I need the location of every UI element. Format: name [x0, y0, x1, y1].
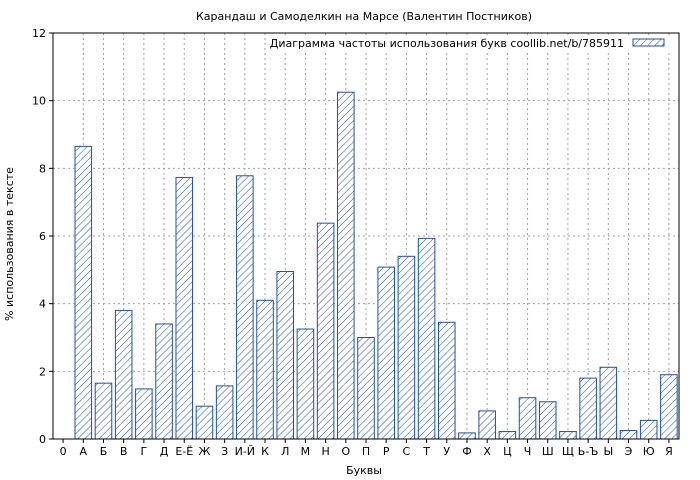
- bar: [215, 385, 234, 440]
- y-tick-label: 8: [39, 162, 46, 175]
- bar: [296, 328, 315, 440]
- grid: [53, 33, 679, 439]
- bars: [74, 91, 678, 440]
- bar: [639, 419, 658, 440]
- bar: [417, 237, 436, 440]
- bar: [437, 321, 456, 440]
- x-tick-label: Ж: [199, 445, 211, 458]
- bar: [538, 401, 557, 440]
- y-axis-ticks: 0 2 4 6 8 10 12: [32, 27, 53, 446]
- bar: [518, 397, 537, 440]
- x-tick-label: Ю: [643, 445, 655, 458]
- x-tick-label: М: [301, 445, 311, 458]
- bar: [559, 431, 577, 440]
- x-tick-label: Ы: [603, 445, 613, 458]
- x-tick-label: О: [341, 445, 350, 458]
- x-tick-label: Ф: [462, 445, 471, 458]
- legend-label: Диаграмма частоты использования букв coo…: [270, 37, 624, 50]
- bar: [357, 337, 375, 440]
- bar: [397, 255, 416, 440]
- bar: [478, 410, 496, 440]
- x-tick-label: Х: [483, 445, 491, 458]
- legend: Диаграмма частоты использования букв coo…: [270, 35, 677, 51]
- bar: [599, 366, 618, 440]
- bar: [619, 430, 638, 440]
- x-tick-label: П: [362, 445, 370, 458]
- x-tick-label: В: [120, 445, 128, 458]
- x-tick-label: Ч: [524, 445, 532, 458]
- x-tick-label: Д: [160, 445, 169, 458]
- x-tick-label: С: [403, 445, 411, 458]
- y-tick-label: 0: [39, 433, 46, 446]
- x-axis-ticks: 0 А Б В Г Д Е-Ё Ж З И-Й К Л М Н О П Р С Т У Ф Х Ц Ч Ш Щ Ь-Ъ Ы Э Ю Я: [60, 439, 673, 458]
- bar: [74, 145, 93, 440]
- bar: [579, 377, 597, 440]
- y-tick-label: 4: [39, 298, 46, 311]
- x-tick-label: Р: [383, 445, 390, 458]
- x-tick-label: Г: [141, 445, 148, 458]
- x-tick-label: З: [221, 445, 228, 458]
- x-tick-label: К: [261, 445, 269, 458]
- x-tick-label: Л: [281, 445, 289, 458]
- bar: [114, 309, 133, 440]
- y-axis-label: % использования в тексте: [3, 167, 16, 321]
- y-tick-label: 10: [32, 95, 46, 108]
- x-tick-label: Э: [625, 445, 633, 458]
- bar: [236, 175, 254, 440]
- bar: [316, 222, 335, 440]
- x-tick-label: Я: [665, 445, 673, 458]
- y-tick-label: 12: [32, 27, 46, 40]
- chart-title: Карандаш и Самоделкин на Марсе (Валентин…: [196, 10, 532, 23]
- x-tick-label: Н: [321, 445, 329, 458]
- bar: [498, 431, 517, 440]
- x-tick-label: 0: [60, 445, 67, 458]
- bar: [337, 91, 355, 440]
- x-tick-label: И-Й: [235, 445, 255, 458]
- y-tick-label: 2: [39, 365, 46, 378]
- x-tick-label: А: [80, 445, 88, 458]
- bar: [377, 266, 395, 440]
- x-tick-label: Ш: [542, 445, 554, 458]
- x-tick-label: Е-Ё: [175, 445, 193, 458]
- x-axis-label: Буквы: [346, 464, 382, 477]
- x-tick-label: У: [443, 445, 450, 458]
- x-tick-label: Б: [100, 445, 108, 458]
- x-tick-label: Ь-Ъ: [578, 445, 599, 458]
- bar: [256, 299, 274, 440]
- bar: [195, 405, 214, 440]
- bar: [135, 388, 153, 440]
- x-tick-label: Ц: [503, 445, 512, 458]
- bar: [155, 323, 173, 440]
- legend-background: [270, 35, 677, 51]
- bar: [276, 271, 295, 440]
- y-tick-label: 6: [39, 230, 46, 243]
- bar: [94, 382, 113, 440]
- bar: [660, 374, 678, 440]
- legend-swatch: [632, 38, 665, 47]
- bar: [458, 432, 476, 440]
- bar: [175, 176, 194, 440]
- x-tick-label: Щ: [562, 445, 574, 458]
- x-tick-label: Т: [422, 445, 430, 458]
